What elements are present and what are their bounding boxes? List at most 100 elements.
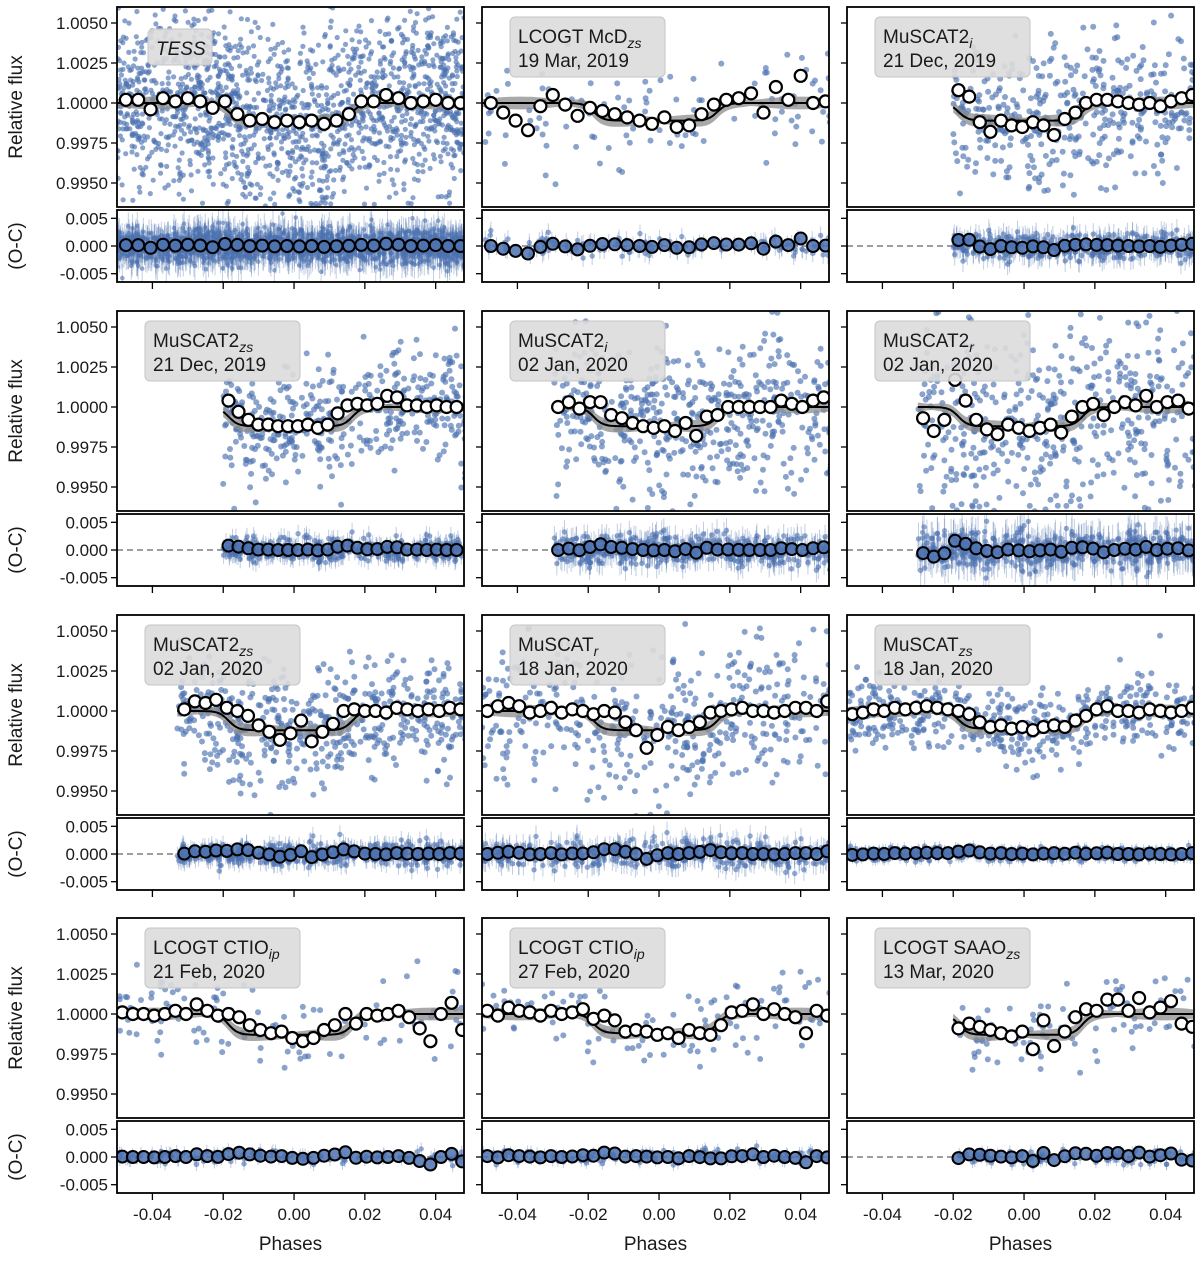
flux-point [454, 119, 460, 125]
flux-point [356, 64, 362, 70]
flux-point [296, 189, 302, 196]
flux-point [181, 131, 187, 137]
residual-point [220, 265, 225, 271]
flux-point [140, 145, 146, 151]
residual-point [333, 262, 339, 268]
flux-point [328, 18, 334, 24]
flux-point [133, 109, 139, 115]
flux-point [198, 112, 204, 118]
flux-point [128, 67, 134, 73]
flux-point [133, 34, 139, 40]
flux-point [146, 115, 152, 121]
flux-point [454, 139, 460, 145]
flux-point [464, 92, 469, 97]
flux-point [310, 181, 316, 187]
binned-point [131, 92, 146, 107]
flux-point [139, 111, 146, 117]
flux-point [404, 91, 410, 97]
flux-point [416, 151, 422, 157]
flux-point [455, 39, 461, 45]
residual-point [384, 262, 390, 268]
flux-point [390, 129, 396, 135]
flux-point [387, 154, 394, 160]
flux-point [274, 84, 280, 90]
flux-point [363, 44, 369, 50]
flux-point [358, 29, 364, 35]
flux-point [297, 199, 303, 205]
flux-point [151, 138, 157, 145]
flux-point [358, 87, 364, 93]
flux-point [299, 166, 305, 172]
residual-point [187, 257, 192, 263]
flux-point [223, 84, 229, 90]
flux-point [319, 140, 325, 146]
flux-point [205, 66, 211, 72]
flux-point [386, 83, 392, 89]
residual-point [420, 230, 425, 236]
flux-point [277, 103, 283, 109]
flux-point [422, 110, 428, 116]
flux-point [366, 56, 372, 62]
residual-point [345, 259, 351, 265]
flux-point [229, 175, 235, 182]
flux-point [424, 86, 431, 93]
flux-point [371, 123, 377, 129]
flux-point [137, 189, 143, 195]
flux-point [245, 73, 251, 79]
residual-point [145, 236, 150, 242]
flux-point [247, 191, 253, 197]
flux-point [229, 73, 236, 79]
residual-point [318, 269, 324, 275]
flux-point [189, 137, 195, 143]
flux-point [421, 144, 427, 150]
flux-point [364, 80, 370, 86]
residual-point [178, 235, 184, 241]
flux-point [196, 85, 202, 91]
flux-point [351, 55, 357, 61]
flux-point [248, 70, 254, 76]
flux-point [397, 79, 403, 85]
flux-point [178, 136, 184, 142]
flux-point [458, 48, 464, 54]
flux-point [388, 166, 394, 172]
residual-point [369, 217, 374, 223]
flux-point [440, 148, 446, 154]
residual-point [382, 255, 388, 260]
flux-point [439, 74, 445, 80]
flux-point [300, 43, 306, 50]
flux-point [337, 167, 343, 173]
flux-point [238, 176, 244, 182]
flux-point [268, 46, 274, 52]
flux-point [426, 138, 432, 144]
flux-point [120, 66, 126, 72]
flux-point [202, 162, 208, 168]
flux-point [135, 124, 142, 130]
flux-point [297, 50, 303, 56]
flux-point [371, 129, 377, 135]
flux-point [239, 44, 245, 50]
flux-point [118, 38, 124, 44]
residual-point [293, 215, 299, 220]
flux-point [343, 28, 349, 34]
flux-point [362, 164, 368, 170]
flux-point [434, 52, 440, 58]
flux-point [324, 177, 330, 183]
flux-point [328, 201, 334, 207]
flux-point [347, 81, 353, 87]
flux-point [286, 193, 292, 199]
flux-point [395, 26, 401, 32]
residual-point [130, 225, 135, 231]
flux-point [131, 48, 137, 54]
flux-point [328, 132, 334, 138]
residual-point [363, 233, 368, 238]
flux-point [176, 191, 182, 197]
binned-point [391, 91, 406, 106]
flux-point [271, 51, 277, 58]
flux-point [246, 45, 252, 51]
flux-point [338, 83, 344, 89]
flux-point [238, 16, 244, 22]
binned-point [304, 113, 319, 128]
flux-point [252, 19, 258, 25]
flux-point [196, 74, 202, 80]
flux-point [379, 114, 385, 120]
